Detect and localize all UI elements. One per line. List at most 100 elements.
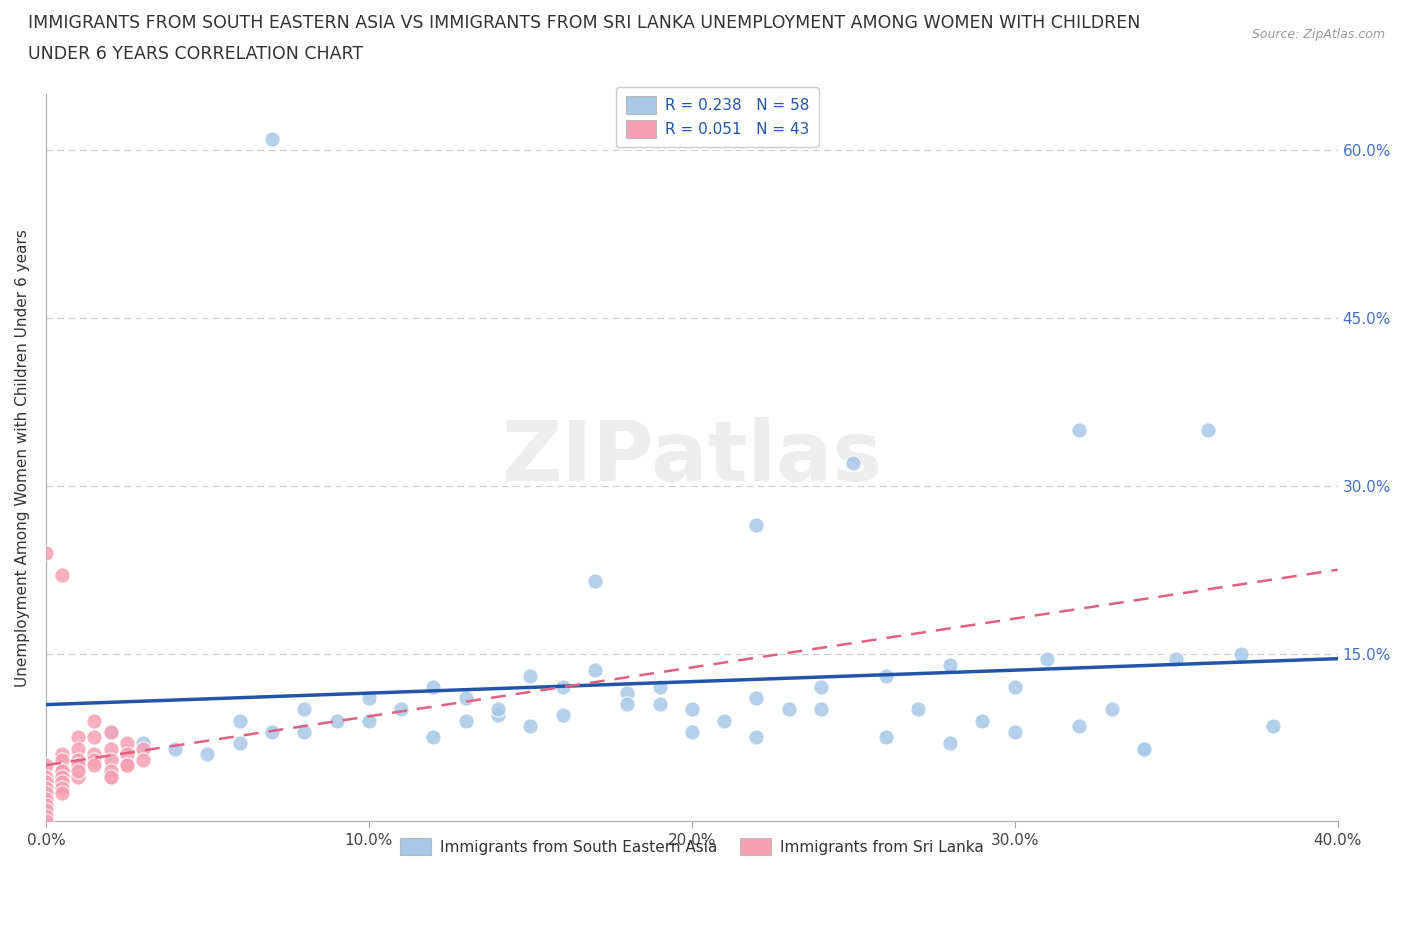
Point bbox=[1069, 422, 1091, 437]
Point bbox=[35, 803, 58, 817]
Point bbox=[115, 747, 138, 762]
Point bbox=[165, 741, 187, 756]
Point bbox=[51, 786, 73, 801]
Point bbox=[67, 741, 90, 756]
Point bbox=[100, 724, 122, 739]
Point bbox=[325, 713, 347, 728]
Point bbox=[35, 758, 58, 773]
Point bbox=[51, 775, 73, 790]
Point bbox=[389, 702, 412, 717]
Y-axis label: Unemployment Among Women with Children Under 6 years: Unemployment Among Women with Children U… bbox=[15, 229, 30, 686]
Point bbox=[292, 702, 315, 717]
Point bbox=[35, 808, 58, 823]
Point bbox=[51, 752, 73, 767]
Point bbox=[115, 736, 138, 751]
Point bbox=[83, 730, 105, 745]
Point bbox=[551, 708, 574, 723]
Point bbox=[100, 764, 122, 778]
Point bbox=[100, 769, 122, 784]
Point bbox=[228, 736, 250, 751]
Point bbox=[357, 691, 380, 706]
Point bbox=[51, 780, 73, 795]
Point bbox=[83, 752, 105, 767]
Point bbox=[67, 730, 90, 745]
Point bbox=[67, 769, 90, 784]
Point bbox=[745, 517, 768, 532]
Point bbox=[67, 758, 90, 773]
Point bbox=[454, 713, 477, 728]
Point bbox=[83, 758, 105, 773]
Point bbox=[35, 545, 58, 560]
Point bbox=[357, 713, 380, 728]
Point bbox=[778, 702, 800, 717]
Point bbox=[260, 131, 283, 146]
Point bbox=[616, 685, 638, 700]
Point bbox=[422, 680, 444, 695]
Point bbox=[35, 769, 58, 784]
Point bbox=[519, 719, 541, 734]
Point bbox=[939, 736, 962, 751]
Point bbox=[681, 724, 703, 739]
Point bbox=[115, 758, 138, 773]
Point bbox=[100, 724, 122, 739]
Point bbox=[100, 741, 122, 756]
Point bbox=[1133, 741, 1156, 756]
Point bbox=[51, 769, 73, 784]
Point bbox=[1229, 646, 1251, 661]
Point bbox=[1166, 652, 1188, 667]
Point bbox=[583, 663, 606, 678]
Point bbox=[616, 697, 638, 711]
Point bbox=[745, 691, 768, 706]
Point bbox=[35, 814, 58, 829]
Point bbox=[1036, 652, 1059, 667]
Point bbox=[1133, 741, 1156, 756]
Point bbox=[583, 574, 606, 589]
Point bbox=[972, 713, 994, 728]
Point bbox=[1004, 724, 1026, 739]
Point bbox=[35, 786, 58, 801]
Point bbox=[100, 769, 122, 784]
Point bbox=[132, 736, 155, 751]
Point bbox=[422, 730, 444, 745]
Point bbox=[67, 764, 90, 778]
Point bbox=[51, 764, 73, 778]
Point bbox=[51, 747, 73, 762]
Point bbox=[648, 697, 671, 711]
Point bbox=[1261, 719, 1284, 734]
Point bbox=[132, 741, 155, 756]
Point bbox=[292, 724, 315, 739]
Point bbox=[681, 702, 703, 717]
Point bbox=[842, 456, 865, 471]
Point bbox=[100, 752, 122, 767]
Point bbox=[51, 567, 73, 582]
Point bbox=[810, 680, 832, 695]
Point bbox=[486, 708, 509, 723]
Point bbox=[1198, 422, 1220, 437]
Point bbox=[939, 658, 962, 672]
Point bbox=[486, 702, 509, 717]
Point bbox=[1004, 680, 1026, 695]
Point bbox=[51, 764, 73, 778]
Point bbox=[875, 730, 897, 745]
Text: IMMIGRANTS FROM SOUTH EASTERN ASIA VS IMMIGRANTS FROM SRI LANKA UNEMPLOYMENT AMO: IMMIGRANTS FROM SOUTH EASTERN ASIA VS IM… bbox=[28, 14, 1140, 32]
Point bbox=[1101, 702, 1123, 717]
Point bbox=[648, 680, 671, 695]
Point bbox=[551, 680, 574, 695]
Point bbox=[67, 752, 90, 767]
Point bbox=[260, 724, 283, 739]
Point bbox=[35, 775, 58, 790]
Text: UNDER 6 YEARS CORRELATION CHART: UNDER 6 YEARS CORRELATION CHART bbox=[28, 45, 363, 62]
Point bbox=[745, 730, 768, 745]
Point bbox=[810, 702, 832, 717]
Point bbox=[228, 713, 250, 728]
Point bbox=[907, 702, 929, 717]
Text: Source: ZipAtlas.com: Source: ZipAtlas.com bbox=[1251, 28, 1385, 41]
Point bbox=[83, 747, 105, 762]
Point bbox=[1069, 719, 1091, 734]
Legend: Immigrants from South Eastern Asia, Immigrants from Sri Lanka: Immigrants from South Eastern Asia, Immi… bbox=[391, 829, 993, 865]
Point bbox=[519, 669, 541, 684]
Point bbox=[35, 780, 58, 795]
Point bbox=[197, 747, 219, 762]
Point bbox=[35, 797, 58, 812]
Point bbox=[35, 791, 58, 806]
